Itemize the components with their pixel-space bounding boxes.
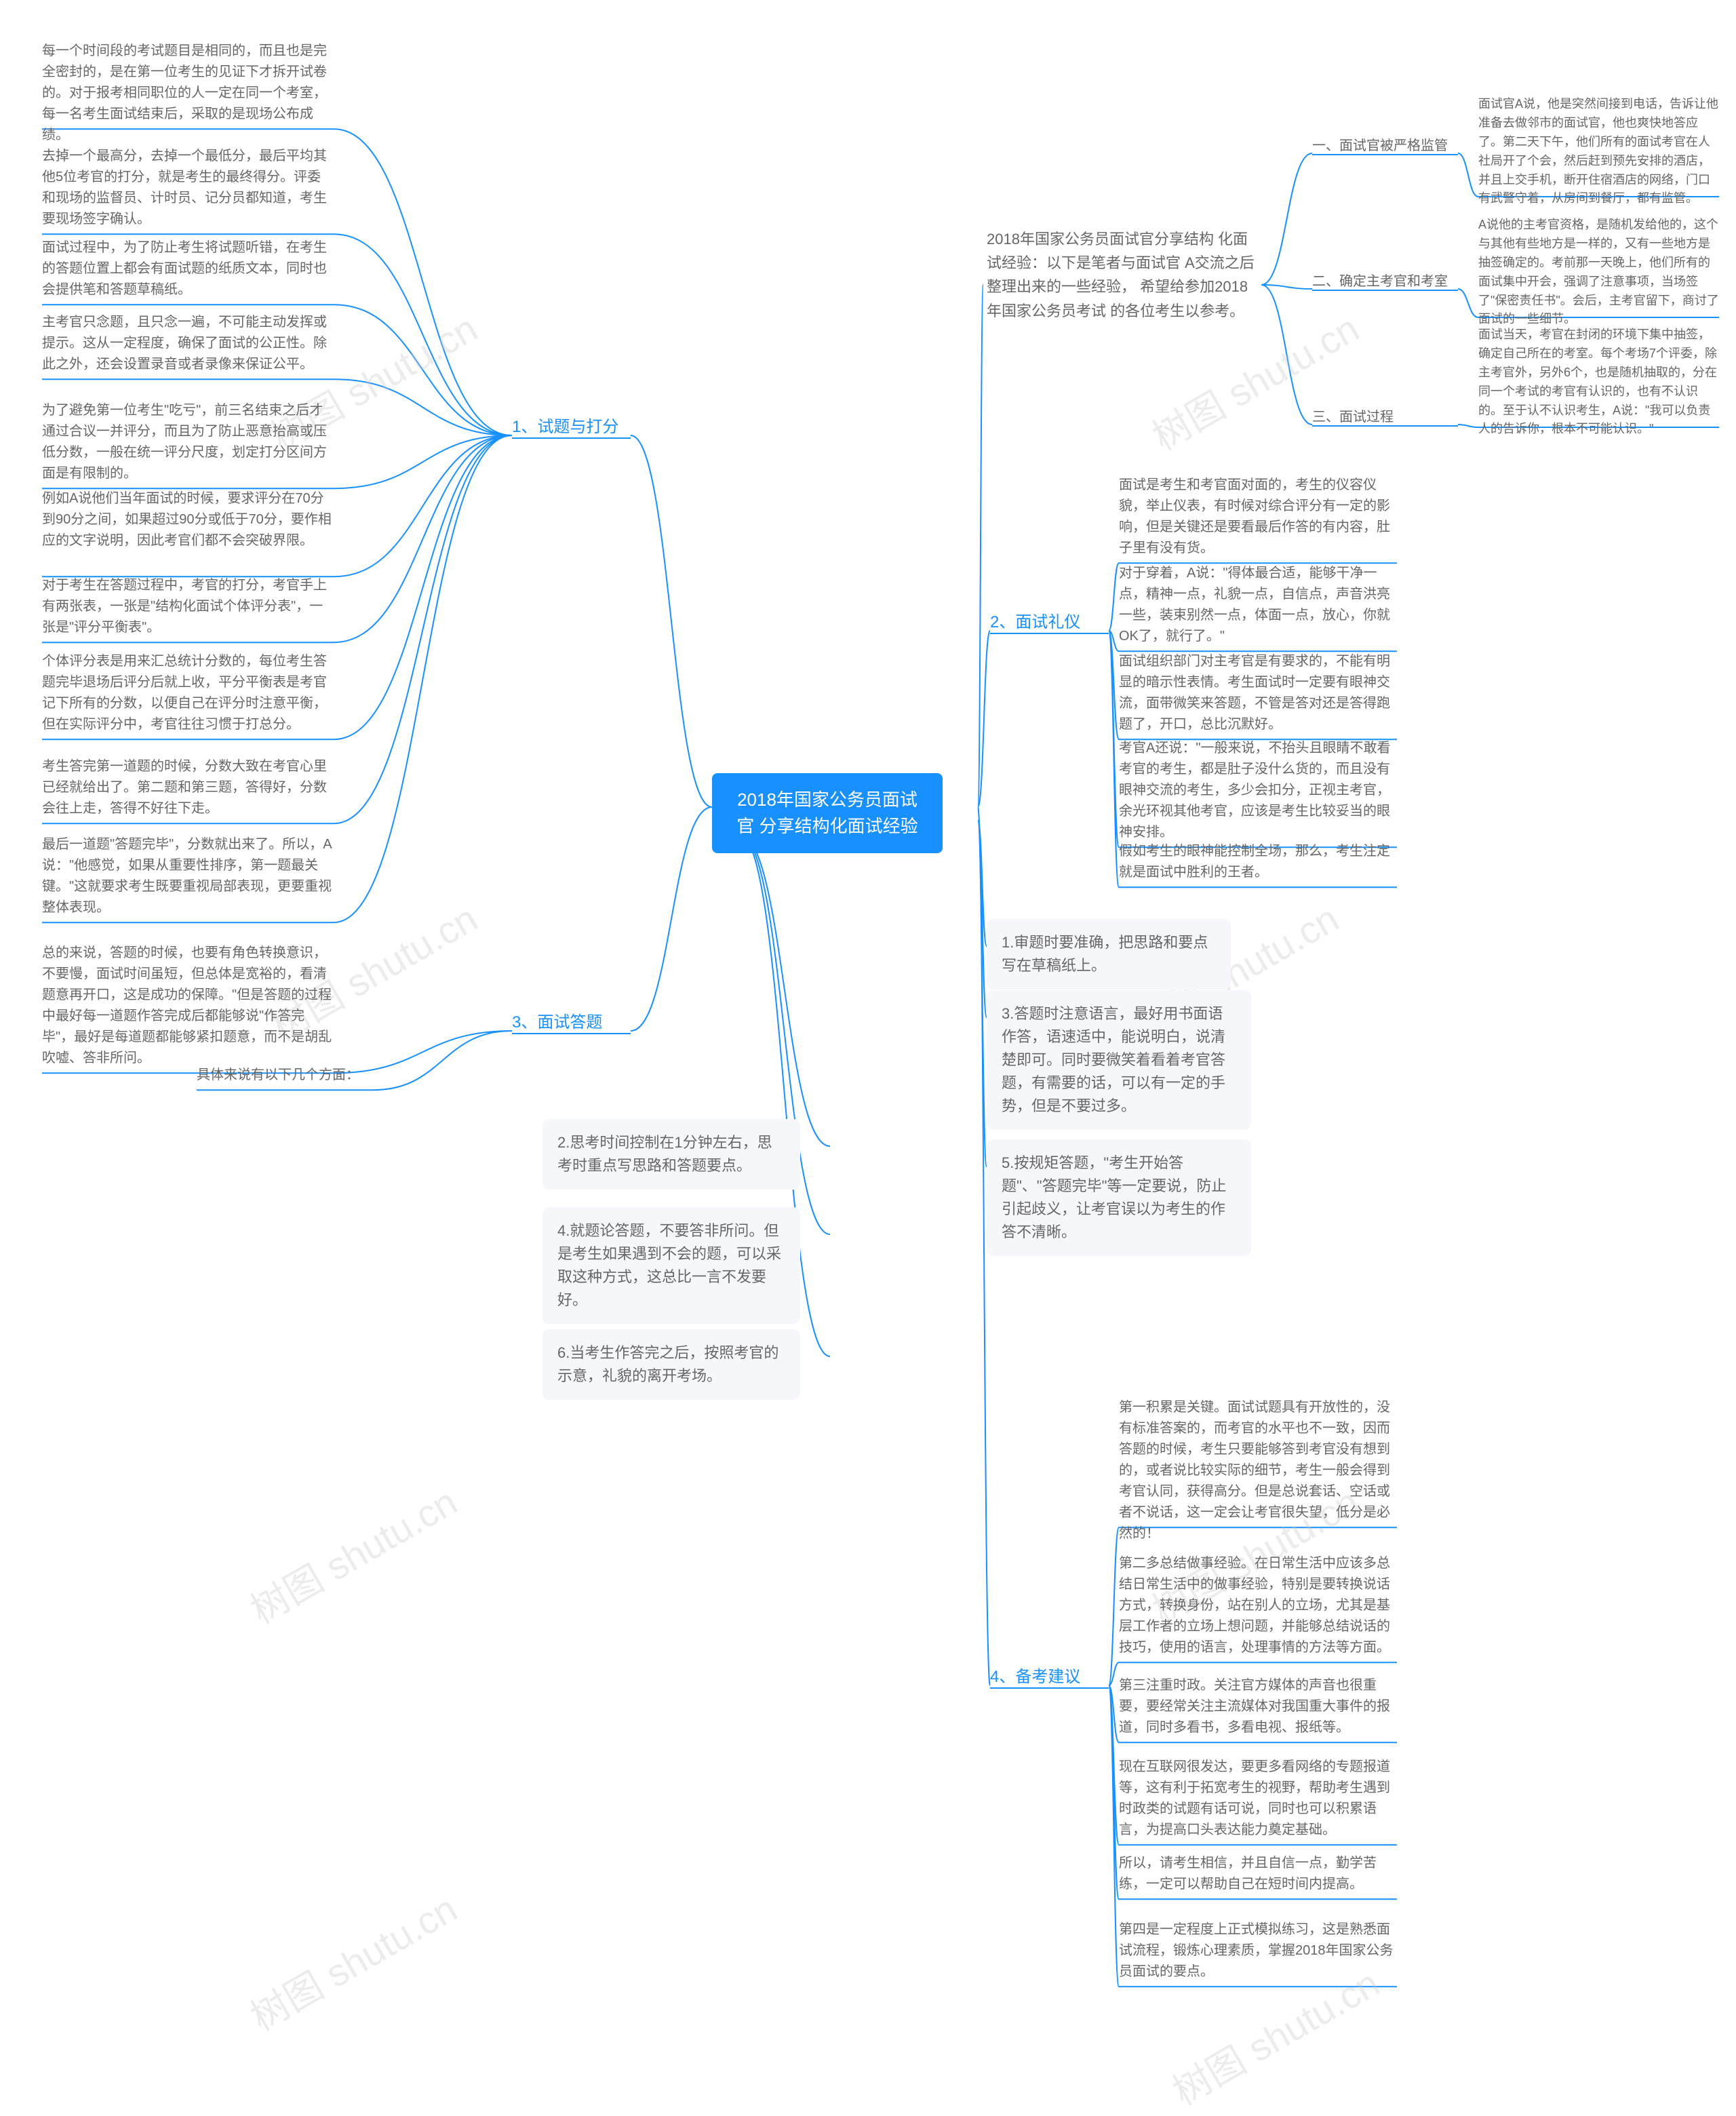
intro-sub-label: 二、确定主考官和考室	[1312, 271, 1448, 292]
leaf-node: 每一个时间段的考试题目是相同的，而且也是完全密封的，是在第一位考生的见证下才拆开…	[42, 41, 334, 146]
leaf-node: 假如考生的眼神能控制全场，那么，考生注定就是面试中胜利的王者。	[1119, 841, 1397, 883]
intro-text: 2018年国家公务员面试官分享结构 化面试经验：以下是笔者与面试官 A交流之后整…	[987, 227, 1258, 323]
intro-sub-label: 一、面试官被严格监管	[1312, 136, 1448, 157]
leaf-node: 对于考生在答题过程中，考官的打分，考官手上有两张表，一张是"结构化面试个体评分表…	[42, 575, 334, 638]
leaf-node: 对于穿着，A说："得体最合适，能够干净一点，精神一点，礼貌一点，自信点，声音洪亮…	[1119, 563, 1397, 647]
leaf-node: 考生答完第一道题的时候，分数大致在考官心里已经就给出了。第二题和第三题，答得好，…	[42, 756, 334, 819]
intro-sub-leaf: 面试官A说，他是突然间接到电话，告诉让他准备去做邻市的面试官，他也爽快地答应了。…	[1478, 95, 1719, 208]
leaf-node: 第一积累是关键。面试试题具有开放性的，没有标准答案的，而考官的水平也不一致，因而…	[1119, 1397, 1397, 1544]
gray-box-node: 5.按规矩答题，"考生开始答题"、"答题完毕"等一定要说，防止引起歧义，让考官误…	[987, 1139, 1251, 1256]
branch-label: 1、试题与打分	[512, 415, 618, 439]
leaf-node: 考官A还说："一般来说，不抬头且眼睛不敢看考官的考生，都是肚子没什么货的，而且没…	[1119, 738, 1397, 843]
leaf-node: 最后一道题"答题完毕"，分数就出来了。所以，A说："他感觉，如果从重要性排序，第…	[42, 834, 334, 918]
leaf-node: 去掉一个最高分，去掉一个最低分，最后平均其他5位考官的打分，就是考生的最终得分。…	[42, 146, 334, 230]
leaf-node: 具体来说有以下几个方面：	[197, 1065, 373, 1086]
gray-box-node: 1.审题时要准确，把思路和要点写在草稿纸上。	[987, 919, 1231, 990]
leaf-node: 第四是一定程度上正式模拟练习，这是熟悉面试流程，锻炼心理素质，掌握2018年国家…	[1119, 1919, 1397, 1982]
branch-label: 4、备考建议	[990, 1665, 1080, 1689]
leaf-node: 现在互联网很发达，要更多看网络的专题报道等，这有利于拓宽考生的视野，帮助考生遇到…	[1119, 1757, 1397, 1841]
leaf-node: 主考官只念题，且只念一遍，不可能主动发挥或提示。这从一定程度，确保了面试的公正性…	[42, 312, 334, 375]
intro-sub-leaf: A说他的主考官资格，是随机发给他的，这个与其他有些地方是一样的，又有一些地方是抽…	[1478, 216, 1719, 329]
leaf-node: 面试组织部门对主考官是有要求的，不能有明显的暗示性表情。考生面试时一定要有眼神交…	[1119, 651, 1397, 735]
watermark: 树图 shutu.cn	[1141, 299, 1367, 462]
leaf-node: 第三注重时政。关注官方媒体的声音也很重要，要经常关注主流媒体对我国重大事件的报道…	[1119, 1675, 1397, 1738]
leaf-node: 为了避免第一位考生"吃亏"，前三名结束之后才通过合议一并评分，而且为了防止恶意抬…	[42, 400, 334, 484]
intro-sub-leaf: 面试当天，考官在封闭的环境下集中抽签，确定自己所在的考室。每个考场7个评委，除主…	[1478, 326, 1719, 439]
leaf-node: 面试是考生和考官面对面的，考生的仪容仪貌，举止仪表，有时候对综合评分有一定的影响…	[1119, 475, 1397, 559]
watermark: 树图 shutu.cn	[239, 1472, 465, 1635]
leaf-node: 总的来说，答题的时候，也要有角色转换意识，不要慢，面试时间虽短，但总体是宽裕的，…	[42, 943, 334, 1069]
leaf-node: 第二多总结做事经验。在日常生活中应该多总结日常生活中的做事经验，特别是要转换说话…	[1119, 1553, 1397, 1658]
gray-box-node: 6.当考生作答完之后，按照考官的示意，礼貌的离开考场。	[542, 1329, 800, 1400]
leaf-node: 个体评分表是用来汇总统计分数的，每位考生答题完毕退场后评分后就上收，平分平衡表是…	[42, 651, 334, 735]
leaf-node: 所以，请考生相信，并且自信一点，勤学苦练，一定可以帮助自己在短时间内提高。	[1119, 1853, 1397, 1895]
branch-label: 3、面试答题	[512, 1011, 602, 1035]
gray-box-node: 2.思考时间控制在1分钟左右，思考时重点写思路和答题要点。	[542, 1119, 800, 1190]
leaf-node: 例如A说他们当年面试的时候，要求评分在70分到90分之间，如果超过90分或低于7…	[42, 488, 334, 551]
gray-box-node: 4.就题论答题，不要答非所问。但是考生如果遇到不会的题，可以采取这种方式，这总比…	[542, 1207, 800, 1324]
gray-box-node: 3.答题时注意语言，最好用书面语作答，语速适中，能说明白，说清楚即可。同时要微笑…	[987, 990, 1251, 1130]
center-node: 2018年国家公务员面试官 分享结构化面试经验	[712, 773, 943, 853]
watermark: 树图 shutu.cn	[239, 1879, 465, 2042]
leaf-node: 面试过程中，为了防止考生将试题听错，在考生的答题位置上都会有面试题的纸质文本，同…	[42, 237, 334, 300]
branch-label: 2、面试礼仪	[990, 610, 1080, 635]
intro-sub-label: 三、面试过程	[1312, 407, 1394, 428]
